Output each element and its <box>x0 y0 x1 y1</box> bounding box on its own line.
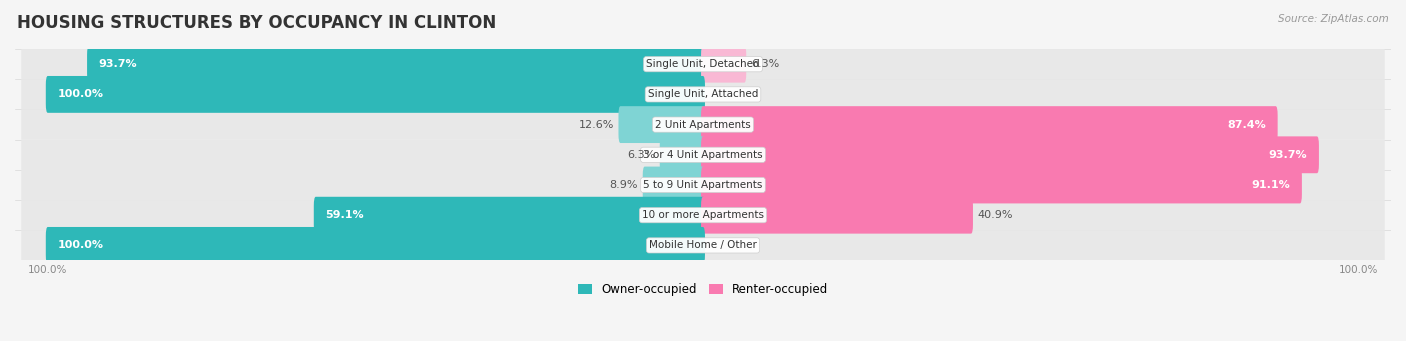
Text: HOUSING STRUCTURES BY OCCUPANCY IN CLINTON: HOUSING STRUCTURES BY OCCUPANCY IN CLINT… <box>17 14 496 32</box>
FancyBboxPatch shape <box>702 46 747 83</box>
FancyBboxPatch shape <box>702 106 1278 143</box>
Text: 8.9%: 8.9% <box>610 180 638 190</box>
Text: 3 or 4 Unit Apartments: 3 or 4 Unit Apartments <box>643 150 763 160</box>
FancyBboxPatch shape <box>702 166 1302 204</box>
Text: 40.9%: 40.9% <box>977 210 1014 220</box>
Text: 100.0%: 100.0% <box>58 240 104 250</box>
FancyBboxPatch shape <box>702 197 973 234</box>
Text: Source: ZipAtlas.com: Source: ZipAtlas.com <box>1278 14 1389 24</box>
Text: 2 Unit Apartments: 2 Unit Apartments <box>655 120 751 130</box>
FancyBboxPatch shape <box>21 230 1385 261</box>
FancyBboxPatch shape <box>21 49 1385 79</box>
Text: 100.0%: 100.0% <box>58 89 104 99</box>
FancyBboxPatch shape <box>702 136 1319 173</box>
Text: 10 or more Apartments: 10 or more Apartments <box>643 210 763 220</box>
FancyBboxPatch shape <box>46 227 704 264</box>
FancyBboxPatch shape <box>619 106 704 143</box>
Text: 12.6%: 12.6% <box>578 120 614 130</box>
FancyBboxPatch shape <box>21 140 1385 170</box>
Text: 91.1%: 91.1% <box>1251 180 1291 190</box>
Text: 6.3%: 6.3% <box>627 150 655 160</box>
FancyBboxPatch shape <box>659 136 704 173</box>
FancyBboxPatch shape <box>87 46 704 83</box>
Text: 5 to 9 Unit Apartments: 5 to 9 Unit Apartments <box>644 180 762 190</box>
Text: 87.4%: 87.4% <box>1227 120 1265 130</box>
Text: Single Unit, Attached: Single Unit, Attached <box>648 89 758 99</box>
FancyBboxPatch shape <box>21 170 1385 200</box>
Text: 59.1%: 59.1% <box>326 210 364 220</box>
Text: 93.7%: 93.7% <box>98 59 138 69</box>
Text: 93.7%: 93.7% <box>1268 150 1308 160</box>
FancyBboxPatch shape <box>314 197 704 234</box>
FancyBboxPatch shape <box>21 79 1385 109</box>
FancyBboxPatch shape <box>21 109 1385 140</box>
Legend: Owner-occupied, Renter-occupied: Owner-occupied, Renter-occupied <box>572 279 834 301</box>
Text: 6.3%: 6.3% <box>751 59 779 69</box>
FancyBboxPatch shape <box>643 166 704 204</box>
Text: Mobile Home / Other: Mobile Home / Other <box>650 240 756 250</box>
FancyBboxPatch shape <box>46 76 704 113</box>
FancyBboxPatch shape <box>21 200 1385 230</box>
Text: Single Unit, Detached: Single Unit, Detached <box>647 59 759 69</box>
